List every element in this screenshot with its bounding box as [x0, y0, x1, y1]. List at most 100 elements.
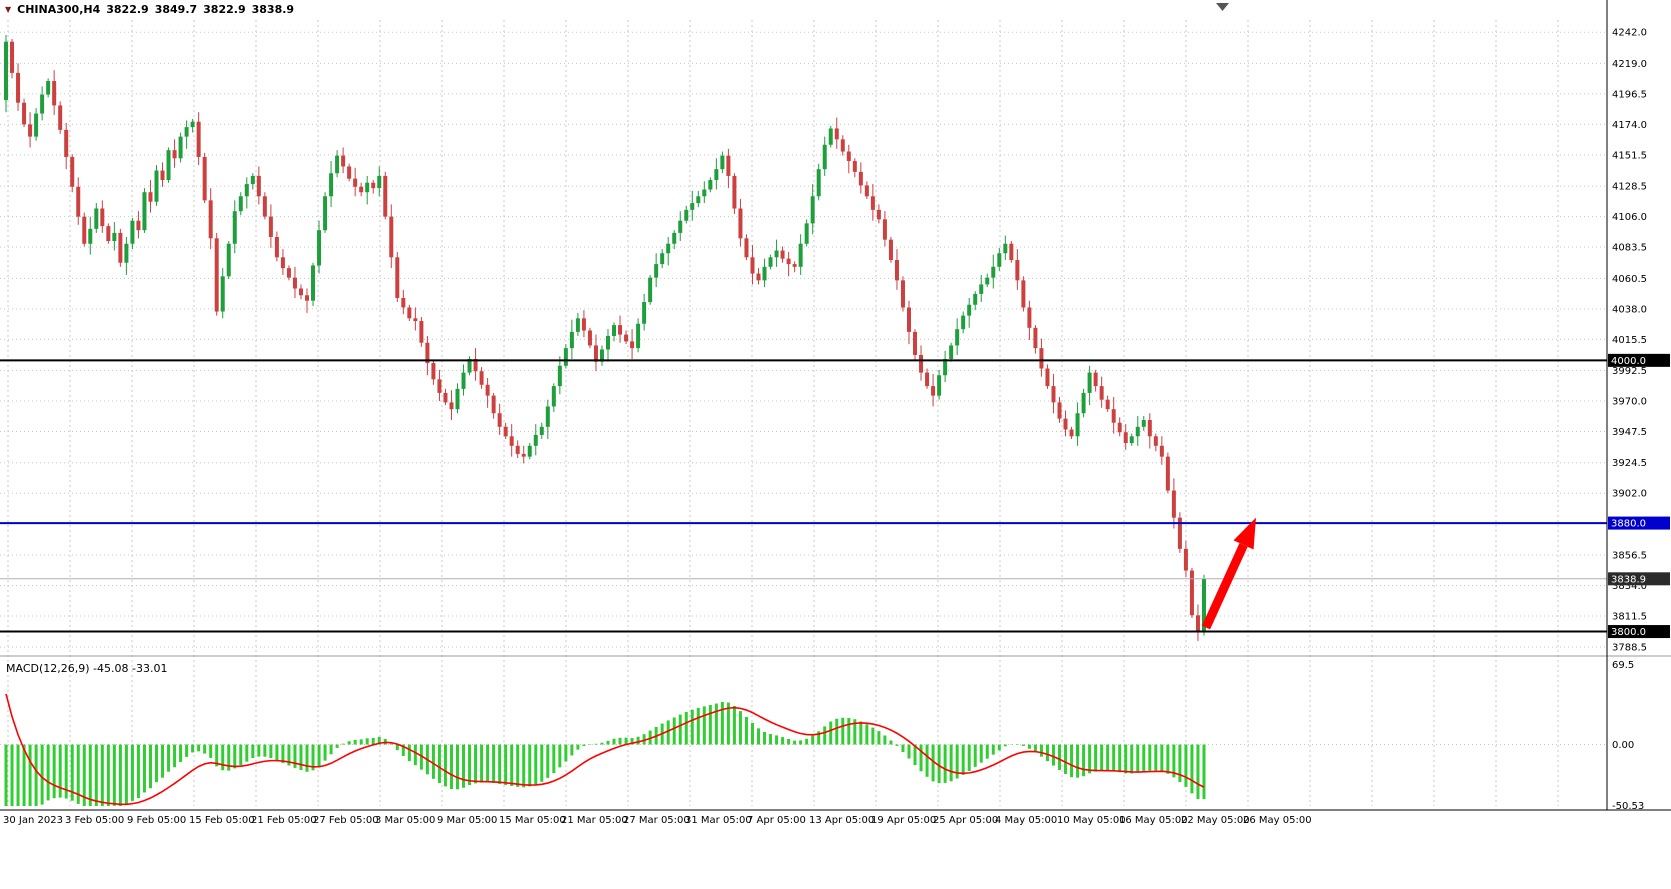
candle-body [738, 208, 743, 239]
macd-indicator-label: MACD(12,26,9) -45.08 -33.01 [6, 662, 167, 675]
candle-body [599, 349, 604, 362]
price-tick-label: 4106.0 [1612, 212, 1647, 223]
candle-body [539, 426, 544, 435]
price-tag-label: 3880.0 [1611, 519, 1646, 530]
price-tag [1608, 572, 1670, 586]
macd-tick-label: -50.53 [1612, 801, 1644, 812]
candle-body [413, 318, 418, 322]
time-tick-label: 30 Jan 2023 [3, 815, 63, 826]
price-tick-label: 4038.0 [1612, 304, 1647, 315]
candle-body [1009, 243, 1014, 261]
candle-body [967, 304, 972, 316]
candle-body [256, 175, 261, 197]
candle-body [1093, 372, 1098, 387]
candle-body [335, 155, 340, 174]
candle-body [76, 186, 81, 217]
candle-body [1141, 420, 1146, 427]
candle-body [864, 185, 869, 197]
candle-body [142, 192, 147, 231]
price-tick-label: 4196.5 [1612, 89, 1647, 100]
candle-body [876, 209, 881, 220]
time-tick-label: 25 Apr 05:00 [933, 815, 998, 826]
candle-body [491, 395, 496, 414]
time-tick-label: 19 Apr 05:00 [871, 815, 936, 826]
candle-body [636, 323, 641, 349]
candle-body [575, 318, 580, 332]
candle-body [1123, 432, 1128, 444]
candle-body [672, 232, 677, 244]
candle-body [82, 216, 87, 244]
candle-body [178, 136, 183, 159]
quote-close: 3838.9 [251, 3, 295, 16]
trend-arrow-shaft[interactable] [1201, 543, 1248, 630]
candle-body [973, 293, 978, 305]
candle-body [654, 264, 659, 278]
candle-body [1039, 348, 1044, 369]
candle-body [377, 175, 382, 189]
candle-body [34, 113, 39, 137]
candle-body [1195, 615, 1200, 632]
candle-body [1165, 456, 1170, 491]
candle-body [979, 284, 984, 294]
candle-body [702, 189, 707, 197]
candle-body [1051, 386, 1056, 403]
candle-body [274, 236, 279, 258]
chart-shift-marker-icon[interactable] [1216, 3, 1229, 11]
candle-body [726, 155, 731, 176]
time-tick-label: 16 May 05:00 [1119, 815, 1188, 826]
price-tag [1608, 516, 1670, 530]
time-tick-label: 21 Feb 05:00 [251, 815, 317, 826]
candle-body [919, 354, 924, 373]
price-tick-label: 3924.5 [1612, 458, 1647, 469]
candle-body [485, 384, 490, 396]
candle-body [359, 186, 364, 193]
candle-body [154, 170, 159, 202]
candle-body [551, 386, 556, 407]
candle-body [136, 220, 141, 231]
candle-body [792, 264, 797, 267]
candle-body [678, 220, 683, 233]
candle-body [937, 375, 942, 396]
candle-body [1153, 436, 1158, 446]
price-tick-label: 4242.0 [1612, 28, 1647, 39]
candle-body [1159, 445, 1164, 457]
candle-body [371, 182, 376, 189]
candle-body [949, 345, 954, 359]
time-tick-label: 22 May 05:00 [1181, 815, 1250, 826]
candle-body [208, 200, 213, 239]
candle-body [383, 175, 388, 217]
candle-body [112, 232, 117, 242]
candle-body [244, 184, 249, 197]
candle-body [401, 297, 406, 308]
candle-body [521, 453, 526, 457]
candle-body [624, 334, 629, 342]
candle-body [931, 386, 936, 396]
candle-body [666, 243, 671, 254]
candle-body [10, 41, 15, 73]
candle-body [467, 359, 472, 373]
price-tick-label: 3834.0 [1612, 581, 1647, 592]
candle-body [58, 105, 63, 130]
candle-body [1027, 307, 1032, 328]
candle-body [52, 81, 57, 106]
candle-body [64, 129, 69, 157]
candle-body [1033, 327, 1038, 349]
price-tick-label: 3788.5 [1612, 643, 1647, 654]
candle-body [569, 331, 574, 349]
candle-body [184, 127, 189, 137]
candle-body [4, 41, 8, 101]
candle-body [100, 208, 105, 227]
candle-body [238, 196, 243, 212]
candle-body [714, 169, 719, 181]
candle-body [1135, 426, 1140, 437]
candle-body [750, 257, 755, 274]
candle-body [870, 196, 875, 210]
candle-body [196, 121, 201, 157]
candle-body [533, 434, 538, 446]
trend-arrow-head[interactable] [1233, 517, 1256, 550]
candle-body [1183, 548, 1188, 571]
candle-body [756, 273, 761, 281]
candle-body [88, 228, 93, 244]
